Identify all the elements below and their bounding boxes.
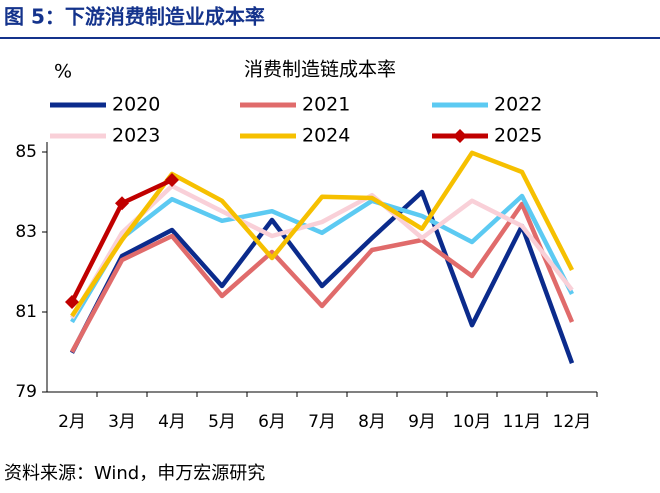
x-tick-label: 12月 [553, 412, 592, 432]
legend-label: 2024 [302, 125, 350, 147]
x-tick-label: 8月 [358, 412, 386, 432]
series-line [70, 189, 575, 364]
y-tick-label: 81 [15, 302, 37, 322]
x-tick-label: 2月 [58, 412, 86, 432]
y-tick-label: 83 [15, 222, 37, 242]
source: 资料来源：Wind，申万宏源研究 [4, 463, 265, 484]
x-tick-label: 10月 [453, 412, 492, 432]
legend-label: 2020 [112, 94, 160, 116]
point-marker [165, 173, 179, 187]
x-tick-label: 7月 [308, 412, 336, 432]
x-tick-label: 5月 [208, 412, 236, 432]
legend-label: 2021 [302, 94, 350, 116]
series-line [70, 201, 575, 354]
point-marker [65, 295, 79, 309]
series-line [70, 150, 575, 318]
point-marker [115, 196, 129, 211]
x-tick-label: 3月 [108, 412, 136, 432]
chart-title: 消费制造链成本率 [244, 59, 396, 81]
series-line [70, 193, 575, 324]
y-tick-label: 79 [15, 382, 37, 402]
legend-label: 2023 [112, 125, 160, 147]
x-tick-label: 4月 [158, 412, 186, 432]
series-line [70, 183, 574, 320]
legend-label: 2022 [494, 94, 542, 116]
legend-label: 2025 [494, 125, 542, 147]
x-tick-label: 11月 [503, 412, 542, 432]
x-tick-label: 9月 [408, 412, 436, 432]
figure-title: 图 5：下游消费制造业成本率 [4, 5, 265, 29]
y-unit: % [54, 61, 72, 83]
x-tick-label: 6月 [258, 412, 286, 432]
y-tick-label: 85 [15, 142, 37, 162]
legend-marker [453, 129, 467, 143]
